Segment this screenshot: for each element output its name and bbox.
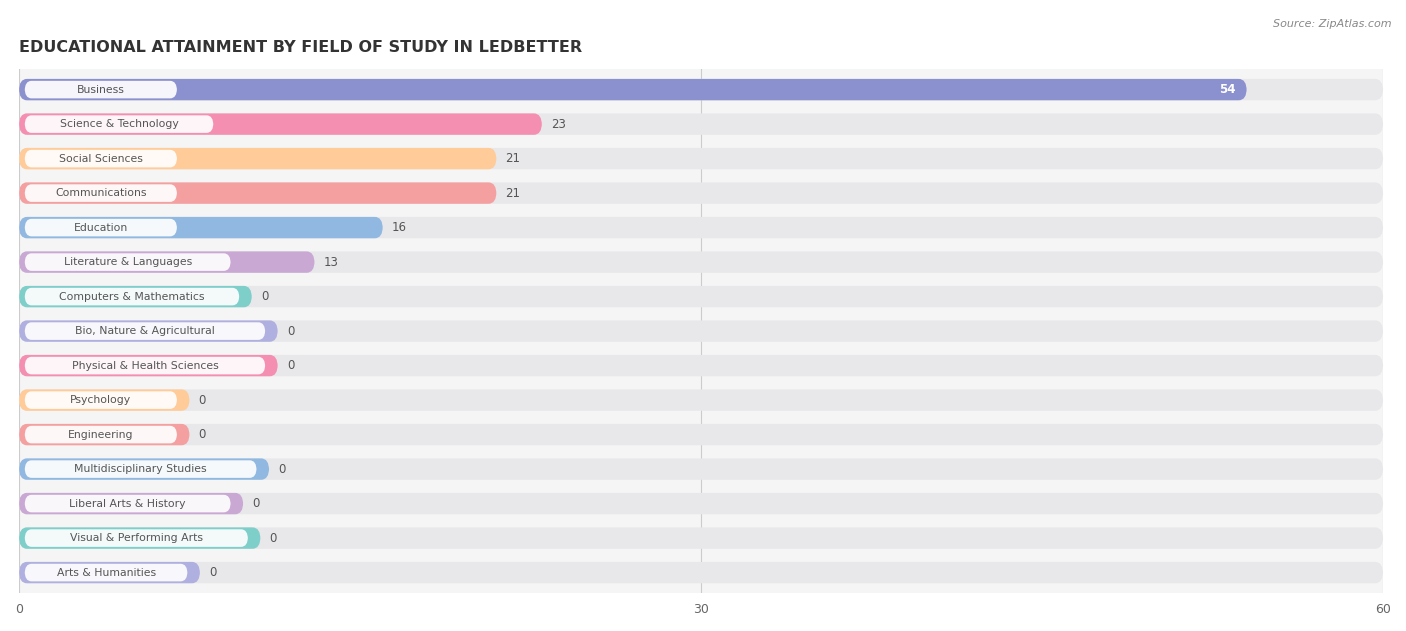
- FancyBboxPatch shape: [20, 148, 1384, 169]
- FancyBboxPatch shape: [20, 355, 278, 376]
- FancyBboxPatch shape: [20, 389, 1384, 411]
- FancyBboxPatch shape: [25, 426, 177, 444]
- FancyBboxPatch shape: [25, 288, 239, 305]
- FancyBboxPatch shape: [20, 79, 1384, 100]
- Text: 23: 23: [551, 117, 565, 131]
- FancyBboxPatch shape: [20, 286, 1384, 307]
- Text: 21: 21: [506, 152, 520, 165]
- FancyBboxPatch shape: [20, 217, 382, 239]
- FancyBboxPatch shape: [25, 495, 231, 512]
- Text: 0: 0: [209, 566, 217, 579]
- FancyBboxPatch shape: [20, 355, 1384, 376]
- FancyBboxPatch shape: [20, 528, 1384, 549]
- FancyBboxPatch shape: [25, 184, 177, 202]
- FancyBboxPatch shape: [25, 219, 177, 237]
- Text: Literature & Languages: Literature & Languages: [63, 257, 191, 267]
- Text: Arts & Humanities: Arts & Humanities: [56, 567, 156, 577]
- FancyBboxPatch shape: [25, 461, 256, 478]
- Text: Source: ZipAtlas.com: Source: ZipAtlas.com: [1274, 19, 1392, 29]
- FancyBboxPatch shape: [20, 321, 278, 342]
- FancyBboxPatch shape: [25, 391, 177, 409]
- FancyBboxPatch shape: [25, 81, 177, 98]
- FancyBboxPatch shape: [20, 79, 1247, 100]
- FancyBboxPatch shape: [20, 528, 260, 549]
- Text: 0: 0: [270, 531, 277, 545]
- Text: Education: Education: [73, 223, 128, 233]
- FancyBboxPatch shape: [20, 182, 496, 204]
- FancyBboxPatch shape: [20, 251, 315, 273]
- Text: Liberal Arts & History: Liberal Arts & History: [69, 498, 186, 509]
- FancyBboxPatch shape: [20, 148, 496, 169]
- Text: 0: 0: [198, 428, 205, 441]
- FancyBboxPatch shape: [20, 458, 1384, 480]
- FancyBboxPatch shape: [20, 424, 1384, 445]
- Text: Physical & Health Sciences: Physical & Health Sciences: [72, 360, 218, 370]
- Text: Social Sciences: Social Sciences: [59, 153, 143, 163]
- FancyBboxPatch shape: [20, 217, 1384, 239]
- Text: Psychology: Psychology: [70, 395, 131, 405]
- FancyBboxPatch shape: [20, 321, 1384, 342]
- FancyBboxPatch shape: [20, 493, 243, 514]
- Text: Computers & Mathematics: Computers & Mathematics: [59, 292, 205, 302]
- Text: Business: Business: [77, 85, 125, 95]
- Text: 0: 0: [287, 359, 294, 372]
- Text: EDUCATIONAL ATTAINMENT BY FIELD OF STUDY IN LEDBETTER: EDUCATIONAL ATTAINMENT BY FIELD OF STUDY…: [20, 40, 582, 56]
- Text: 54: 54: [1219, 83, 1236, 96]
- FancyBboxPatch shape: [20, 562, 1384, 583]
- FancyBboxPatch shape: [20, 458, 269, 480]
- FancyBboxPatch shape: [20, 114, 1384, 135]
- Text: 21: 21: [506, 187, 520, 199]
- FancyBboxPatch shape: [20, 424, 190, 445]
- FancyBboxPatch shape: [20, 286, 252, 307]
- FancyBboxPatch shape: [25, 564, 187, 581]
- Text: 13: 13: [323, 256, 339, 269]
- Text: 0: 0: [198, 394, 205, 406]
- Text: Communications: Communications: [55, 188, 146, 198]
- Text: 0: 0: [287, 324, 294, 338]
- Text: Engineering: Engineering: [67, 430, 134, 440]
- Text: Bio, Nature & Agricultural: Bio, Nature & Agricultural: [75, 326, 215, 336]
- Text: 16: 16: [392, 221, 406, 234]
- FancyBboxPatch shape: [25, 150, 177, 167]
- Text: Multidisciplinary Studies: Multidisciplinary Studies: [75, 464, 207, 474]
- FancyBboxPatch shape: [20, 251, 1384, 273]
- FancyBboxPatch shape: [25, 529, 247, 547]
- Text: 0: 0: [278, 463, 285, 476]
- FancyBboxPatch shape: [20, 493, 1384, 514]
- FancyBboxPatch shape: [20, 182, 1384, 204]
- FancyBboxPatch shape: [20, 389, 190, 411]
- FancyBboxPatch shape: [25, 253, 231, 271]
- Text: Visual & Performing Arts: Visual & Performing Arts: [70, 533, 202, 543]
- FancyBboxPatch shape: [25, 322, 266, 340]
- FancyBboxPatch shape: [20, 114, 541, 135]
- Text: Science & Technology: Science & Technology: [59, 119, 179, 129]
- Text: 0: 0: [252, 497, 260, 510]
- FancyBboxPatch shape: [25, 115, 214, 133]
- Text: 0: 0: [262, 290, 269, 303]
- FancyBboxPatch shape: [25, 357, 266, 374]
- FancyBboxPatch shape: [20, 562, 200, 583]
